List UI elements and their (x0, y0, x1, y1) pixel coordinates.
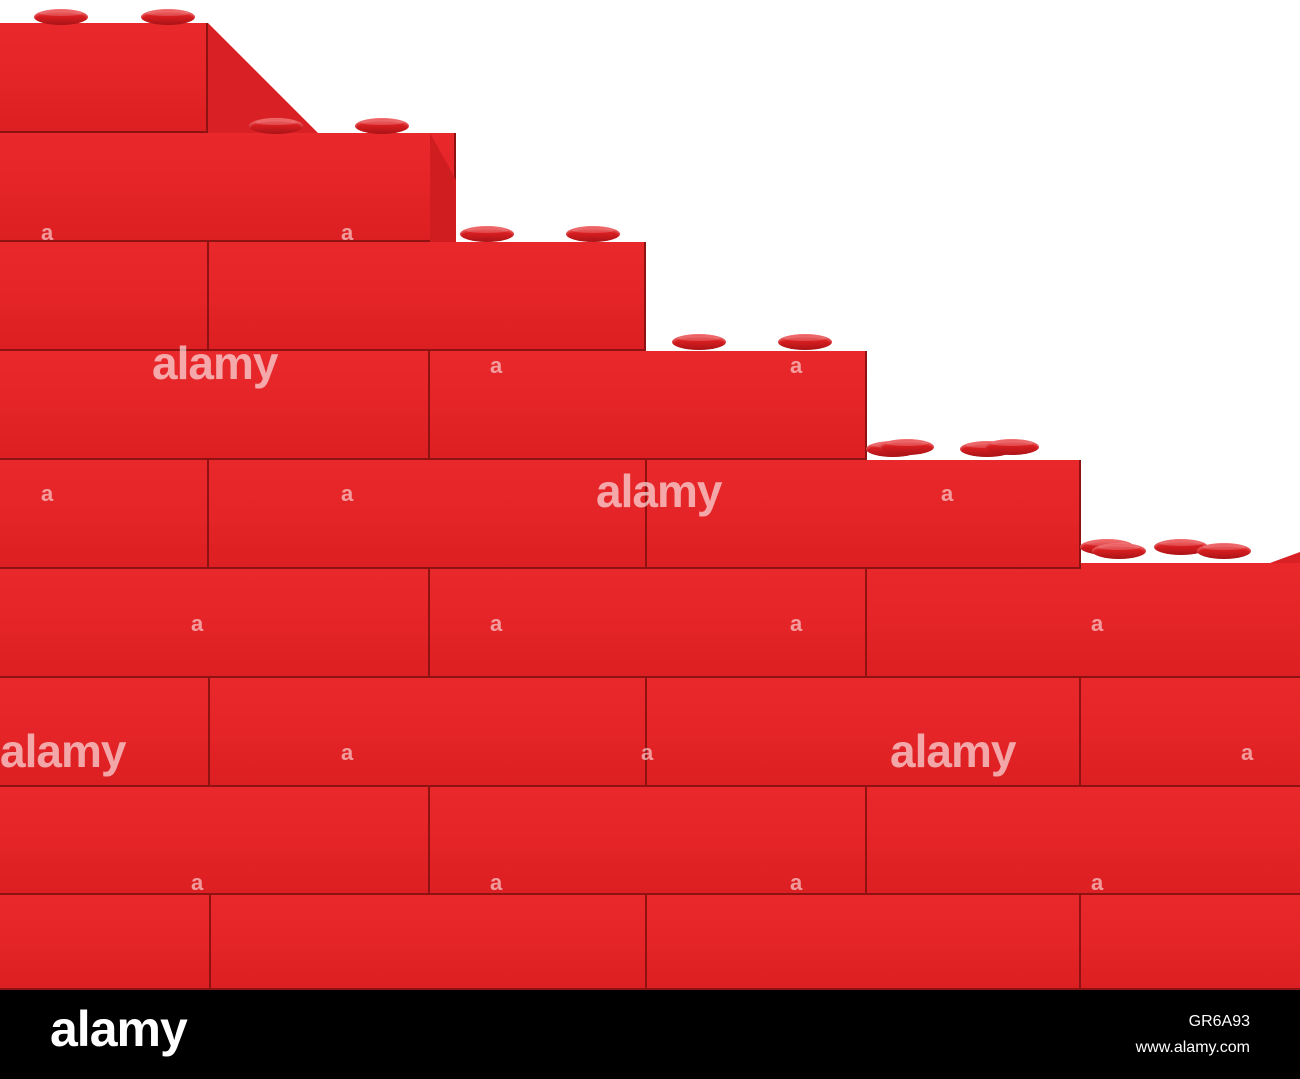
brick (1081, 895, 1300, 990)
watermark-mark: a (341, 220, 354, 245)
stud (249, 118, 303, 134)
watermark-mark: a (490, 870, 503, 895)
watermark-logo: alamy (0, 725, 126, 777)
stud (355, 118, 409, 134)
watermark-mark: a (41, 481, 54, 506)
brick (430, 351, 867, 460)
watermark-mark: a (341, 481, 354, 506)
stock-footer-bar: alamy GR6A93 www.alamy.com (0, 990, 1300, 1079)
brick (0, 460, 209, 569)
brick (0, 787, 430, 895)
watermark-mark: a (490, 353, 503, 378)
brick-side-faces (208, 23, 1300, 563)
watermark-mark: a (1091, 611, 1104, 636)
stud (672, 334, 726, 350)
watermark-mark: a (790, 611, 803, 636)
stud (141, 9, 195, 25)
stud (985, 439, 1039, 455)
brick (647, 678, 1081, 787)
brick (211, 895, 647, 990)
stud (880, 439, 934, 455)
watermark-logo: alamy (596, 465, 722, 517)
site-url-label: www.alamy.com (1135, 1039, 1250, 1056)
brick (867, 787, 1300, 895)
brick (209, 460, 647, 569)
watermark-logo: alamy (890, 725, 1016, 777)
brick (209, 242, 646, 351)
watermark-mark: a (1091, 870, 1104, 895)
brick (0, 23, 208, 133)
watermark-mark: a (641, 740, 654, 765)
brick (0, 569, 430, 678)
brick (0, 242, 209, 351)
brick (867, 563, 1300, 678)
brick (1081, 678, 1300, 787)
step-side-face (208, 23, 318, 133)
brick (647, 460, 1081, 569)
watermark-mark: a (191, 870, 204, 895)
stud (566, 226, 620, 242)
stud (460, 226, 514, 242)
brick (430, 787, 867, 895)
stud (1197, 543, 1251, 559)
brick (0, 678, 210, 787)
stud (1154, 539, 1208, 555)
brick (210, 678, 647, 787)
watermark-logo: alamy (152, 337, 278, 389)
brick-wall-scene: a a a a a a a a a a a a a a a a a a alam… (0, 9, 1300, 990)
watermark-mark: a (41, 220, 54, 245)
stud (1092, 543, 1146, 559)
watermark-mark: a (490, 611, 503, 636)
watermark-mark: a (341, 740, 354, 765)
watermark-mark: a (941, 481, 954, 506)
watermark-mark: a (790, 353, 803, 378)
brick (647, 895, 1081, 990)
brick (0, 133, 456, 242)
brick (0, 895, 211, 990)
step-side-face (1270, 552, 1300, 563)
watermark-mark: a (191, 611, 204, 636)
image-id-label: GR6A93 (1188, 1013, 1250, 1030)
stud (34, 9, 88, 25)
watermark-mark: a (1241, 740, 1254, 765)
brand-logo: alamy (50, 1001, 188, 1057)
watermark-mark: a (790, 870, 803, 895)
step-side-face (430, 133, 456, 242)
brick (0, 351, 430, 460)
brick (430, 569, 867, 678)
stud (778, 334, 832, 350)
